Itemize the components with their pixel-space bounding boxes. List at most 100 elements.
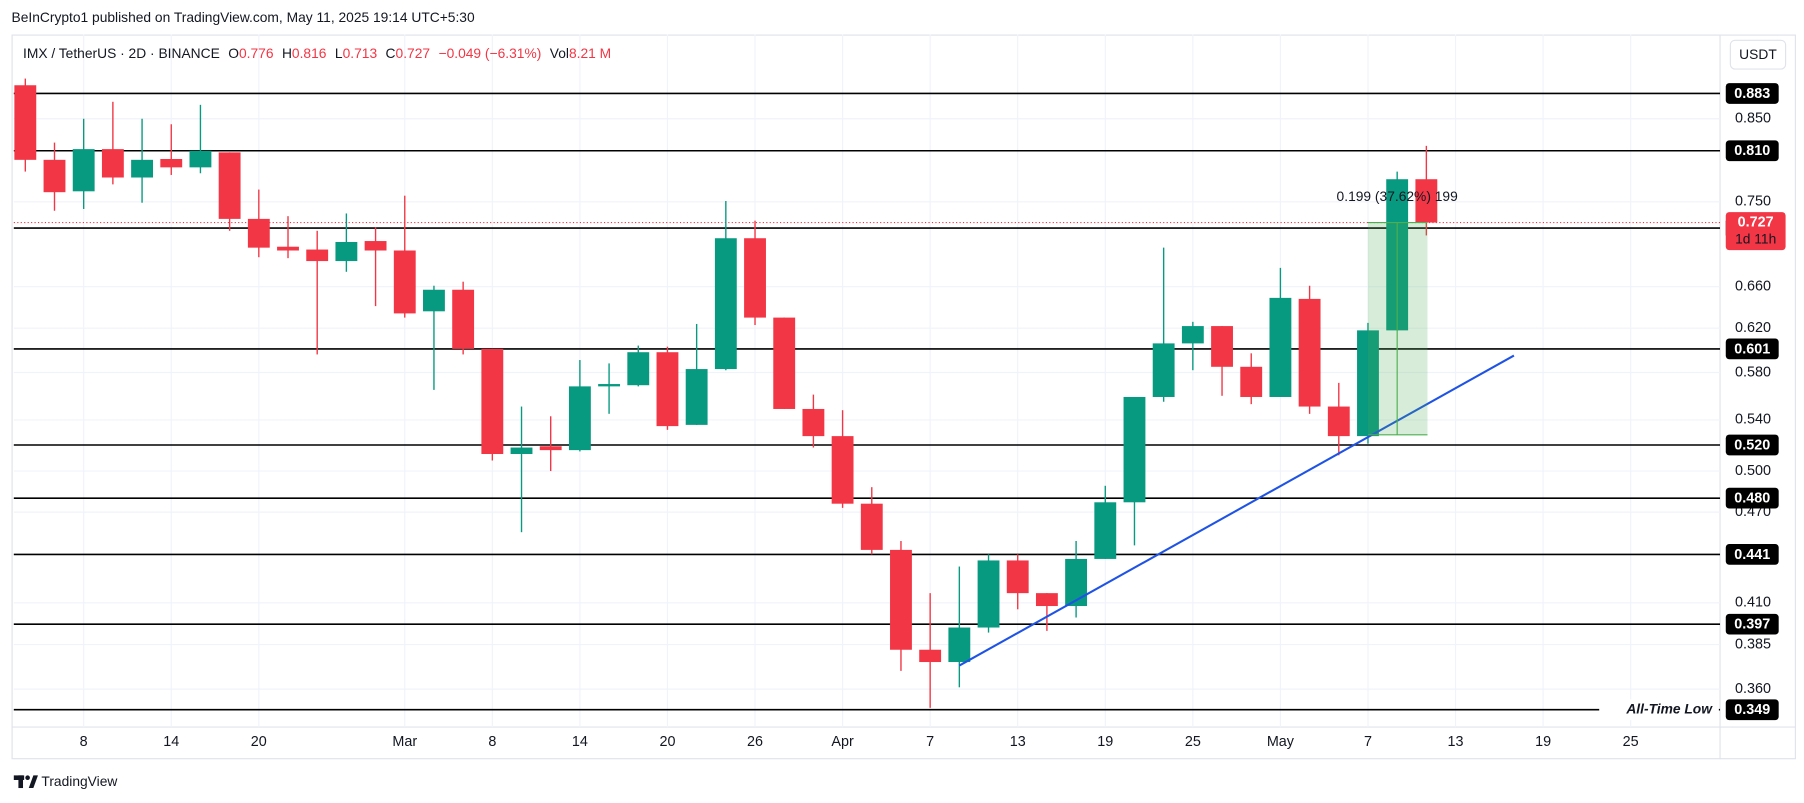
level-label: 0.601 [1734,341,1770,357]
open-value: 0.776 [239,46,274,61]
logo-part [28,775,38,789]
candle-body [656,352,679,427]
candle-body [773,317,796,409]
tradingview-logo [13,775,38,789]
candle-body [43,159,66,193]
candle-body [1065,558,1088,607]
level-label: 0.480 [1734,491,1770,507]
level-label: 0.520 [1734,437,1770,453]
candle-body [393,250,416,314]
candle-body [510,447,533,454]
x-tick-label: Apr [831,734,854,750]
level-tag [1725,434,1779,456]
logo-part [18,775,24,789]
x-tick-label: 25 [1623,734,1639,750]
volume-value: 8.21 M [569,46,611,61]
x-tick-label: 7 [1364,734,1372,750]
candle-body [364,241,387,251]
level-label: 0.883 [1734,86,1770,102]
candle-body [568,386,591,451]
close-value: 0.727 [396,46,431,61]
y-tick-label: 0.410 [1735,595,1771,611]
candle-body [306,249,329,262]
y-tick-label: 0.750 [1735,194,1771,210]
level-tag [1725,487,1779,509]
level-label: 0.441 [1734,547,1770,563]
open-label: O [228,46,239,61]
candles [14,78,1438,708]
x-tick-label: 14 [572,734,588,750]
candle-body [1415,179,1438,223]
candle-body [1298,298,1321,407]
footer-brand: TradingView [41,774,117,789]
candle-body [539,446,562,451]
y-tick-label: 0.500 [1735,463,1771,479]
measure-text: 0.199 (37.62%) 199 [1337,189,1459,204]
y-tick-label: 0.385 [1735,636,1771,652]
candle-body [131,159,153,178]
y-tick-label: 0.580 [1735,364,1771,380]
x-tick-label: 13 [1010,734,1026,750]
candle-body [1240,366,1263,397]
candle-body [948,627,971,663]
candle-body [452,289,475,349]
candle-body [14,85,37,160]
candle-body [1211,326,1233,367]
candle-body [101,149,124,178]
last-price-tag [1725,212,1786,251]
candle-body [160,159,183,168]
candle-body [189,150,212,168]
candle-body [860,503,883,550]
unit-button[interactable] [1729,39,1787,70]
trendline [958,354,1515,667]
level-tag [1725,699,1779,721]
level-label: 0.810 [1734,143,1770,159]
high-value: 0.816 [292,46,327,61]
unit-label[interactable]: USDT [1739,47,1777,62]
candle-body [598,384,621,387]
note-background [1599,699,1719,721]
change: −0.049 (−6.31%) [439,46,542,61]
candle-body [277,246,299,251]
symbol: IMX / TetherUS · 2D · BINANCE [23,46,220,61]
candle-body [335,241,358,262]
level-label: 0.349 [1734,702,1770,718]
volume-label: Vol [550,46,569,61]
x-tick-label: 7 [926,734,934,750]
x-tick-label: 25 [1185,734,1201,750]
candle-body [1269,297,1292,397]
x-tick-label: 26 [747,734,763,750]
close-label: C [386,46,396,61]
countdown: 1d 11h [1735,231,1776,246]
y-tick-label: 0.360 [1735,681,1771,697]
candle-body [1357,330,1379,437]
x-tick-label: 14 [163,734,179,750]
level-tag [1725,544,1779,565]
level-tag [1725,83,1779,104]
candle-body [1181,326,1204,344]
drawings: 0.199 (37.62%) 199 [958,189,1515,667]
candle-body [977,560,1000,628]
candle-body [1152,343,1175,397]
logo-part [25,775,30,780]
candle-body [627,352,650,386]
candle-body [1327,406,1350,437]
publisher-line: BeInCrypto1 published on TradingView.com… [12,10,475,25]
x-tick-label: 8 [488,734,496,750]
level-label: 0.397 [1734,617,1770,633]
candle-body [802,408,825,437]
x-tick-label: 20 [251,734,267,750]
x-tick-label: 20 [659,734,675,750]
level-tag [1725,140,1779,162]
candle-body [831,436,854,504]
x-tick-label: 19 [1535,734,1551,750]
low-label: L [335,46,343,61]
candle-body [890,549,912,650]
low-value: 0.713 [343,46,378,61]
y-tick-label: 0.540 [1735,412,1771,428]
y-tick-label: 0.620 [1735,320,1771,336]
candle-body [685,369,708,425]
axes: 0.8500.7500.6600.6200.5800.5400.5000.470… [80,83,1786,750]
